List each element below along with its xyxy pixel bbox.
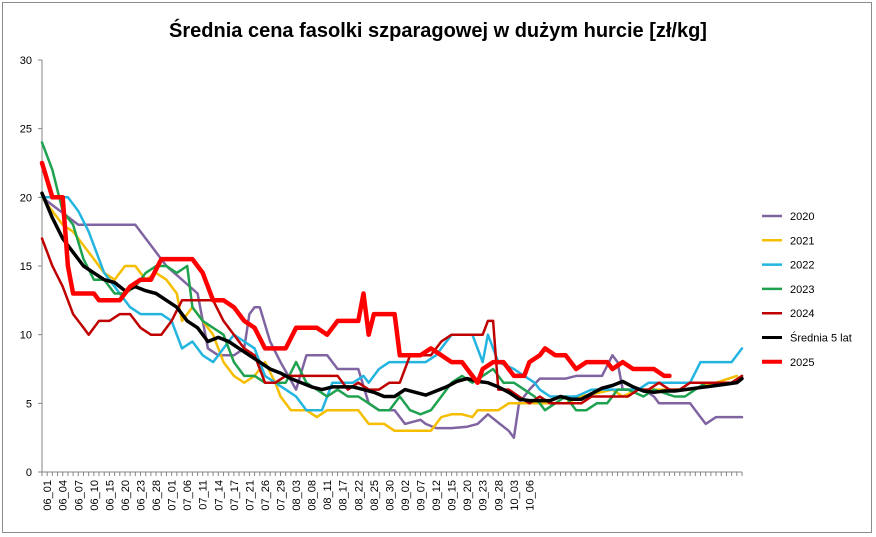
x-tick-label: 06_10	[89, 480, 101, 511]
y-tick-label: 30	[20, 55, 32, 67]
series-line-2024	[40, 237, 744, 405]
x-tick-label: 06_01	[42, 480, 54, 511]
x-tick-label: 09_07	[416, 480, 428, 511]
x-tick-label: 06_28	[151, 480, 163, 511]
x-tick-label: 08_11	[322, 480, 334, 510]
x-tick-label: 06_04	[58, 480, 70, 511]
x-tick-label: 07_29	[276, 480, 288, 511]
legend-label: 2021	[790, 235, 814, 247]
y-tick-label: 25	[20, 124, 32, 136]
x-tick-label: 09_15	[447, 480, 459, 511]
x-tick-label: 08_03	[291, 480, 303, 511]
x-tick-label: 09_23	[478, 480, 490, 511]
legend-label: 2024	[790, 308, 814, 320]
y-tick-label: 0	[26, 467, 32, 479]
x-tick-label: 06_07	[73, 480, 85, 511]
legend-label: 2020	[790, 211, 814, 223]
plot-area: 0 5 10 15 20 25 30 06_01 06_04 06_07 06_10 06_15 06_…	[20, 55, 744, 511]
legend: 2020 2021 2022 2023 2024 Średnia 5 lat 2025	[762, 211, 852, 369]
legend-label: 2025	[790, 357, 814, 369]
x-tick-label: 08_30	[384, 480, 396, 511]
y-tick-label: 20	[20, 192, 32, 204]
x-tick-label: 08_17	[338, 480, 350, 511]
x-tick-label: 10_03	[509, 480, 521, 511]
legend-label: 2022	[790, 260, 814, 272]
legend-label: 2023	[790, 284, 814, 296]
x-tick-label: 08_22	[353, 480, 365, 511]
x-tick-label: 09_20	[462, 480, 474, 511]
x-tick-label: 07_01	[167, 480, 179, 511]
series-line-2022	[40, 196, 744, 412]
y-tick-label: 15	[20, 261, 32, 273]
x-tick-label: 07_21	[244, 480, 256, 511]
y-tick-label: 5	[26, 398, 32, 410]
x-tick-label: 06_23	[136, 480, 148, 511]
x-tick-label: 07_17	[229, 480, 241, 511]
series-line-rednia-5-lat	[40, 191, 744, 403]
series-line-2025	[39, 160, 672, 385]
chart-title: Średnia cena fasolki szparagowej w dużym…	[169, 18, 707, 42]
x-tick-label: 07_11	[198, 480, 210, 510]
x-tick-label: 09_02	[400, 480, 412, 511]
series-line-2020	[40, 196, 744, 439]
x-tick-label: 06_15	[104, 480, 116, 511]
x-tick-label: 09_28	[493, 480, 505, 511]
x-tick-label: 08_25	[369, 480, 381, 511]
x-tick-label: 07_06	[182, 480, 194, 511]
x-tick-label: 08_08	[307, 480, 319, 511]
y-tick-label: 10	[20, 330, 32, 342]
x-tick-label: 09_12	[431, 480, 443, 511]
x-tick-label: 06_20	[120, 480, 132, 511]
x-tick-label: 10_06	[524, 480, 536, 511]
x-tick-label: 07_14	[213, 480, 225, 511]
x-tick-label: 07_26	[260, 480, 272, 511]
legend-label: Średnia 5 lat	[790, 332, 852, 345]
